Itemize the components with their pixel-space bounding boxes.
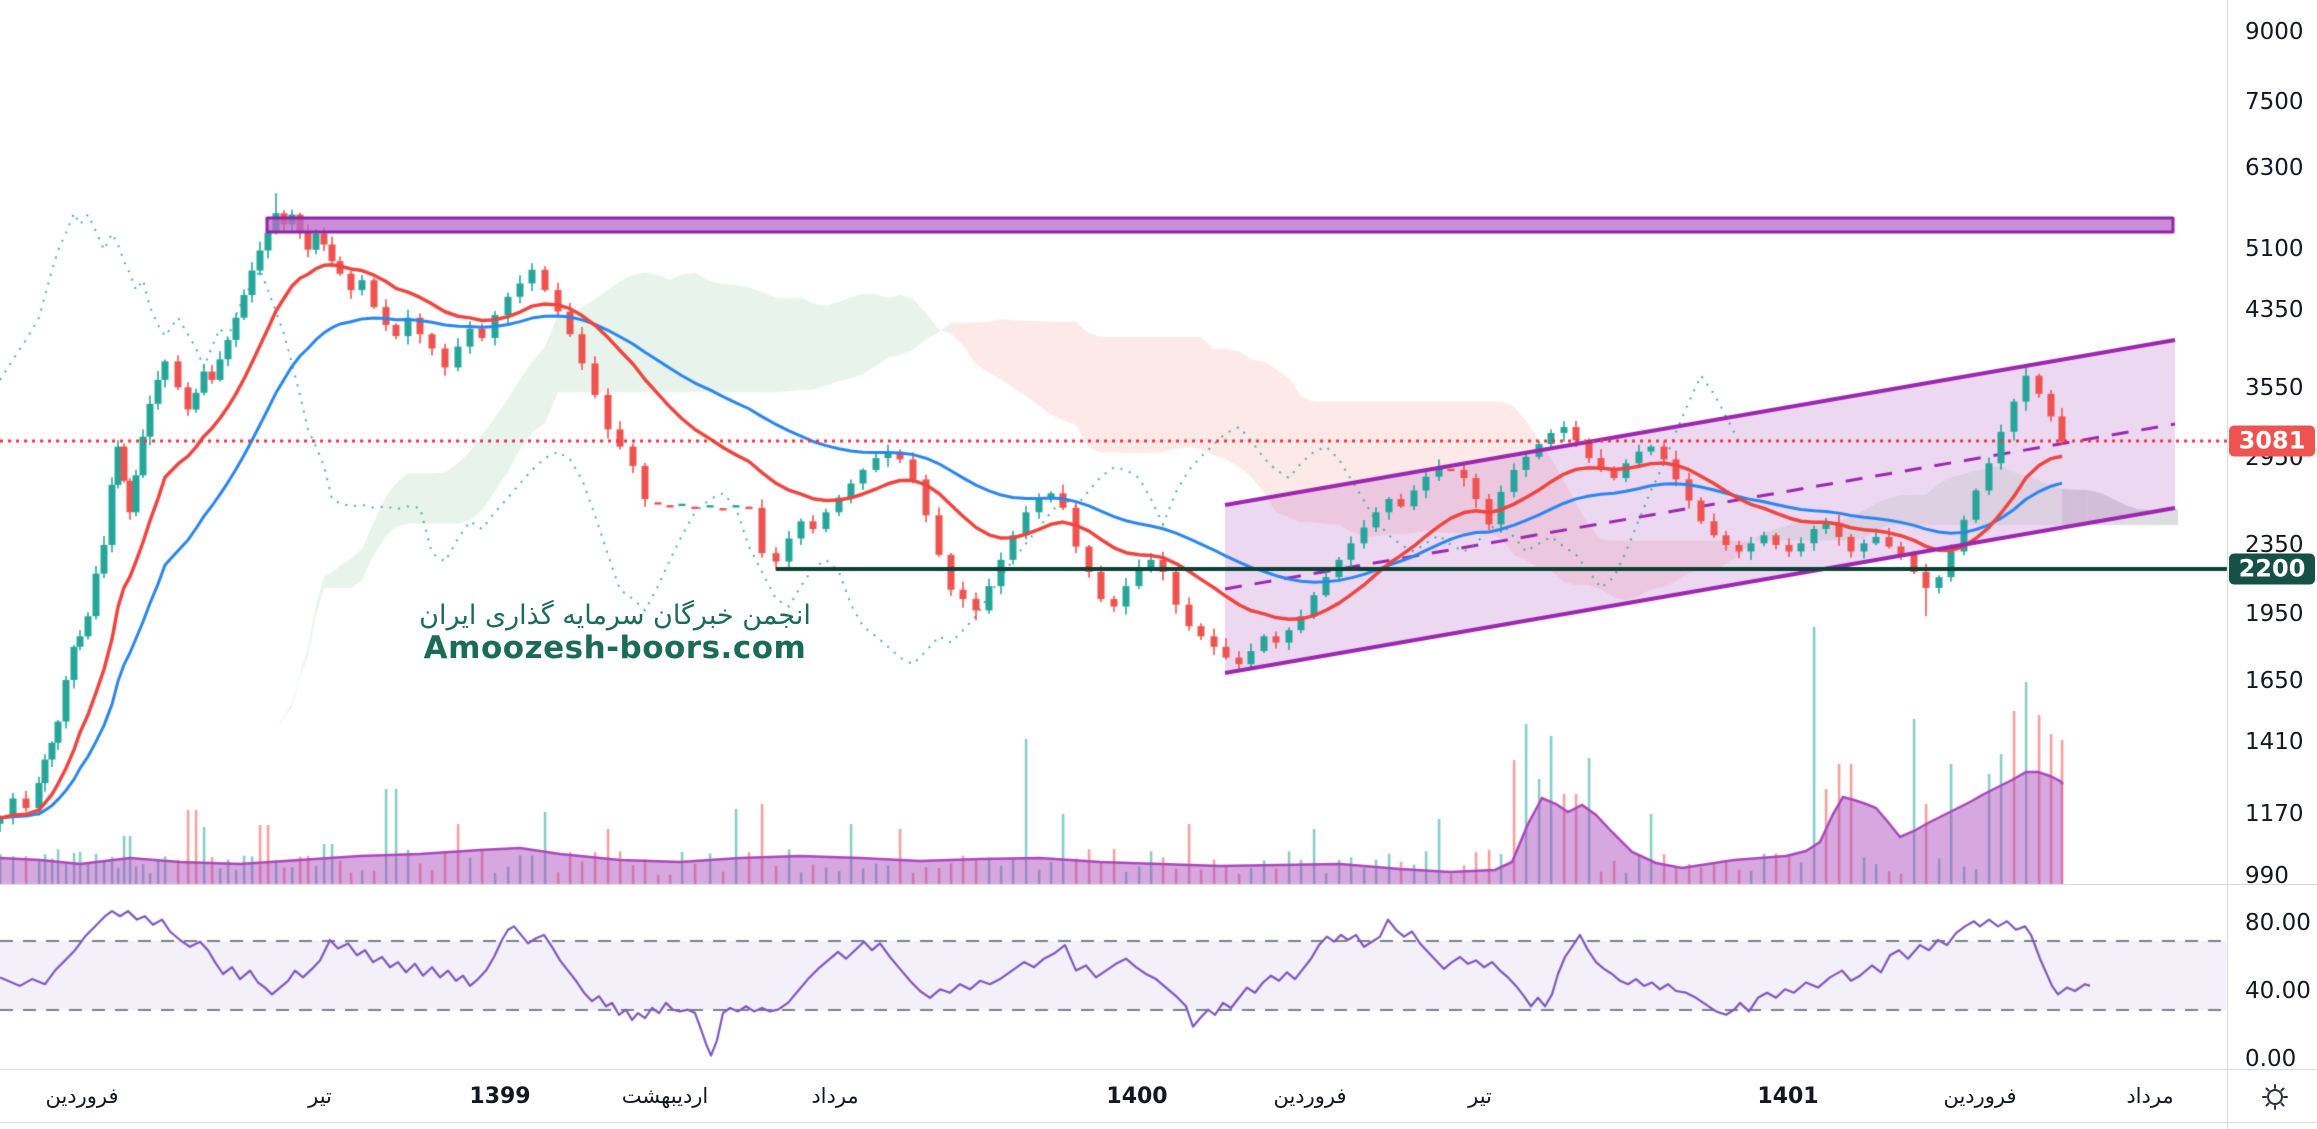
settings-gear-icon[interactable] [2260, 1082, 2290, 1112]
price-tick-label: 5100 [2245, 236, 2304, 262]
price-tick-label: 3550 [2245, 375, 2304, 401]
time-axis-label: تیر [308, 1084, 332, 1108]
support-level-badge: 2200 [2229, 553, 2315, 585]
pane-separator-main-rsi[interactable] [0, 884, 2317, 885]
time-axis-label: 1399 [469, 1084, 531, 1109]
price-axis-separator [2227, 0, 2228, 1129]
price-tick-label: 1410 [2245, 729, 2304, 755]
pane-separator-rsi-timeaxis [0, 1069, 2317, 1070]
rsi-tick-label: 40.00 [2245, 978, 2311, 1004]
price-tick-label: 1170 [2245, 801, 2304, 827]
last-price-badge: 3081 [2229, 425, 2315, 457]
time-axis-label: تیر [1468, 1084, 1492, 1108]
time-axis-label: فروردین [45, 1084, 119, 1108]
time-axis-label: فروردین [1943, 1084, 2017, 1108]
price-tick-label: 9000 [2245, 19, 2304, 45]
time-axis-label: 1401 [1757, 1084, 1819, 1109]
price-tick-label: 1950 [2245, 601, 2304, 627]
time-axis-label: فروردین [1273, 1084, 1347, 1108]
price-tick-label: 7500 [2245, 89, 2304, 115]
rsi-tick-label: 0.00 [2245, 1046, 2297, 1072]
price-tick-label: 990 [2245, 863, 2289, 889]
rsi-tick-label: 80.00 [2245, 910, 2311, 936]
price-tick-label: 6300 [2245, 155, 2304, 181]
time-axis-label: مرداد [2126, 1084, 2174, 1108]
time-axis-label: اردیبهشت [621, 1084, 709, 1108]
price-tick-label: 1650 [2245, 668, 2304, 694]
time-axis-label: مرداد [811, 1084, 859, 1108]
price-tick-label: 4350 [2245, 297, 2304, 323]
bottom-border [0, 1122, 2317, 1123]
time-axis-label: 1400 [1106, 1084, 1168, 1109]
